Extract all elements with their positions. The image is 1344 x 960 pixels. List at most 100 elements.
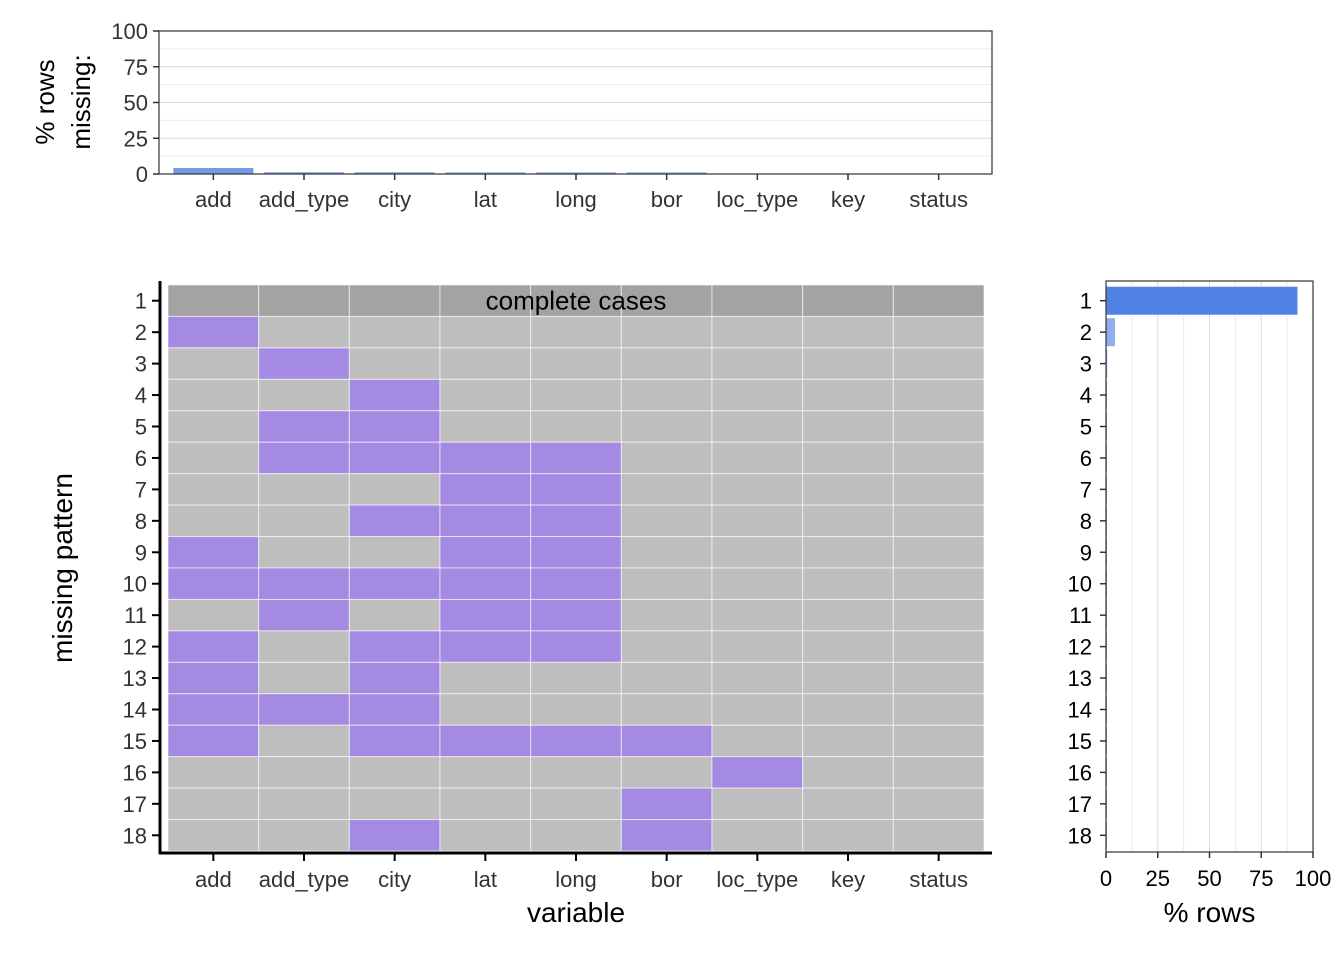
heatmap-cell bbox=[439, 598, 532, 632]
x-tick-label: long bbox=[555, 867, 597, 892]
heatmap-cell bbox=[711, 756, 804, 789]
heatmap-cell bbox=[530, 787, 622, 821]
heatmap-cell bbox=[348, 536, 441, 569]
heatmap-cell bbox=[802, 567, 894, 600]
heatmap-cell bbox=[530, 724, 622, 758]
heatmap-cell bbox=[711, 315, 804, 349]
heatmap-cell bbox=[711, 693, 804, 726]
heatmap-cell bbox=[530, 567, 622, 600]
x-tick-label: 75 bbox=[1249, 866, 1273, 891]
heatmap-cell bbox=[348, 598, 441, 632]
heatmap-cell bbox=[802, 441, 894, 475]
x-tick-label: add bbox=[195, 867, 232, 892]
heatmap-cell bbox=[258, 756, 350, 789]
heatmap-cell bbox=[348, 284, 441, 317]
heatmap-cell bbox=[620, 378, 713, 412]
pattern-frequency-bar bbox=[1106, 286, 1298, 315]
x-tick-label: status bbox=[909, 187, 968, 212]
x-tick-label: long bbox=[555, 187, 597, 212]
heatmap-cell bbox=[711, 504, 804, 538]
heatmap-cell bbox=[892, 410, 985, 443]
heatmap-cell bbox=[530, 473, 622, 506]
heatmap-cell bbox=[439, 378, 532, 412]
heatmap-cell bbox=[258, 693, 350, 726]
heatmap-cell bbox=[530, 693, 622, 726]
heatmap-cell bbox=[439, 315, 532, 349]
heatmap-cell bbox=[802, 819, 894, 852]
heatmap-cell bbox=[711, 536, 804, 569]
heatmap-cell bbox=[530, 630, 622, 663]
heatmap-cell bbox=[167, 693, 260, 726]
heatmap-cell bbox=[802, 661, 894, 695]
heatmap-cell bbox=[620, 504, 713, 538]
heatmap-cell bbox=[439, 441, 532, 475]
heatmap-cell bbox=[439, 787, 532, 821]
heatmap-cell bbox=[167, 504, 260, 538]
heatmap-cell bbox=[892, 347, 985, 380]
missing-pattern-heatmap: complete cases12345678910111213141516171… bbox=[47, 281, 992, 928]
y-tick-label: 1 bbox=[135, 289, 147, 314]
complete-cases-label: complete cases bbox=[486, 286, 667, 316]
y-tick-label: 1 bbox=[1080, 289, 1092, 314]
heatmap-cell bbox=[620, 819, 713, 852]
heatmap-cell bbox=[439, 504, 532, 538]
heatmap-cell bbox=[348, 347, 441, 380]
x-tick-label: city bbox=[378, 187, 411, 212]
heatmap-cell bbox=[258, 567, 350, 600]
y-tick-label: 5 bbox=[135, 415, 147, 440]
x-tick-label: lat bbox=[474, 867, 497, 892]
heatmap-cell bbox=[258, 819, 350, 852]
y-tick-label: 17 bbox=[1068, 792, 1092, 817]
y-tick-label: 14 bbox=[123, 698, 147, 723]
heatmap-cell bbox=[711, 661, 804, 695]
y-tick-label: 10 bbox=[123, 572, 147, 597]
heatmap-cell bbox=[348, 410, 441, 443]
heatmap-cell bbox=[167, 410, 260, 443]
heatmap-cell bbox=[439, 630, 532, 663]
heatmap-cell bbox=[167, 661, 260, 695]
x-tick-label: city bbox=[378, 867, 411, 892]
variable-missing-bar bbox=[173, 167, 254, 174]
heatmap-cell bbox=[258, 378, 350, 412]
heatmap-cell bbox=[892, 536, 985, 569]
x-axis-title: variable bbox=[527, 897, 625, 928]
heatmap-cell bbox=[167, 284, 260, 317]
y-tick-label: 9 bbox=[135, 540, 147, 565]
heatmap-cell bbox=[711, 630, 804, 663]
heatmap-cell bbox=[167, 378, 260, 412]
x-tick-label: 0 bbox=[1100, 866, 1112, 891]
heatmap-cell bbox=[892, 441, 985, 475]
x-tick-label: add_type bbox=[259, 867, 350, 892]
heatmap-cell bbox=[892, 598, 985, 632]
pattern-frequency-bar bbox=[1106, 349, 1108, 378]
heatmap-cell bbox=[348, 378, 441, 412]
heatmap-cell bbox=[530, 536, 622, 569]
heatmap-cell bbox=[530, 819, 622, 852]
heatmap-cell bbox=[711, 724, 804, 758]
y-tick-label: 5 bbox=[1080, 415, 1092, 440]
heatmap-cell bbox=[711, 410, 804, 443]
heatmap-cell bbox=[530, 756, 622, 789]
heatmap-cell bbox=[348, 819, 441, 852]
heatmap-cell bbox=[892, 819, 985, 852]
heatmap-cell bbox=[530, 315, 622, 349]
x-tick-label: status bbox=[909, 867, 968, 892]
heatmap-cell bbox=[167, 598, 260, 632]
heatmap-cell bbox=[711, 441, 804, 475]
heatmap-cell bbox=[620, 473, 713, 506]
heatmap-cell bbox=[892, 693, 985, 726]
y-tick-label: 2 bbox=[1080, 320, 1092, 345]
y-axis-title-line2: missing: bbox=[66, 54, 96, 149]
heatmap-cell bbox=[711, 378, 804, 412]
y-tick-label: 16 bbox=[123, 760, 147, 785]
y-tick-label: 3 bbox=[1080, 352, 1092, 377]
heatmap-cell bbox=[892, 284, 985, 317]
heatmap-cell bbox=[439, 536, 532, 569]
heatmap-cell bbox=[711, 284, 804, 317]
heatmap-cell bbox=[348, 567, 441, 600]
heatmap-cell bbox=[530, 441, 622, 475]
heatmap-cell bbox=[439, 693, 532, 726]
heatmap-cell bbox=[620, 536, 713, 569]
y-axis-title-line1: % rows bbox=[30, 59, 60, 144]
heatmap-cell bbox=[802, 630, 894, 663]
